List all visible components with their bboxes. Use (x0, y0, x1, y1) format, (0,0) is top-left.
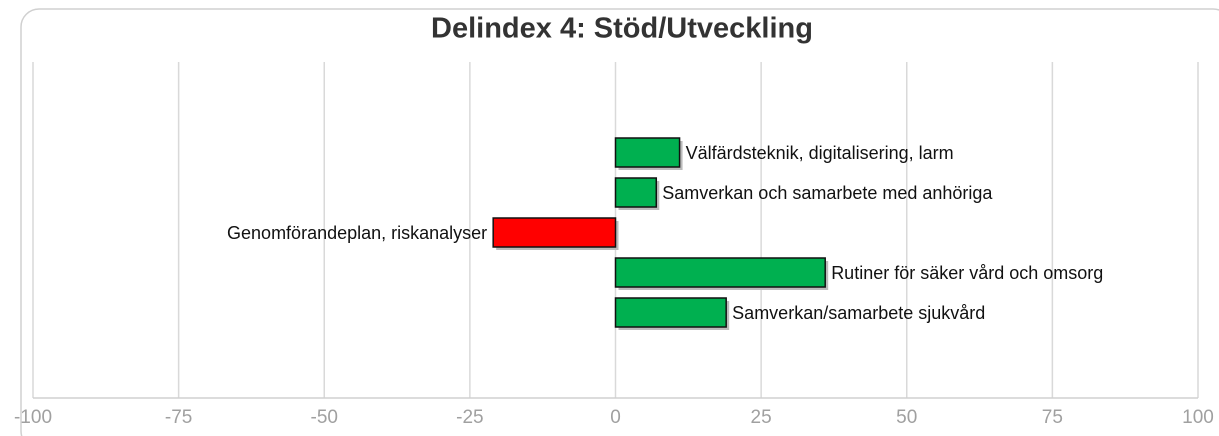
x-tick-label: 75 (1042, 407, 1063, 428)
x-tick-label: 25 (751, 407, 772, 428)
bar-label: Samverkan och samarbete med anhöriga (662, 183, 993, 203)
x-tick-label: 50 (896, 407, 917, 428)
card (20, 8, 1219, 436)
x-tick-label: -50 (311, 407, 338, 428)
bar (614, 297, 727, 328)
bar (614, 177, 658, 208)
x-tick-label: -75 (165, 407, 192, 428)
x-tick-label: -25 (456, 407, 483, 428)
bar-label: Genomförandeplan, riskanalyser (227, 223, 487, 243)
x-tick-label: 0 (610, 407, 621, 428)
bar-label: Välfärdsteknik, digitalisering, larm (686, 143, 954, 163)
bar-label: Rutiner för säker vård och omsorg (831, 263, 1103, 283)
bar (614, 137, 681, 168)
x-tick-label: -100 (14, 407, 52, 428)
x-tick-label: 100 (1182, 407, 1214, 428)
bar (614, 257, 826, 288)
bar (492, 217, 617, 248)
bar-label: Samverkan/samarbete sjukvård (732, 303, 985, 323)
chart-title: Delindex 4: Stöd/Utveckling (431, 13, 813, 45)
